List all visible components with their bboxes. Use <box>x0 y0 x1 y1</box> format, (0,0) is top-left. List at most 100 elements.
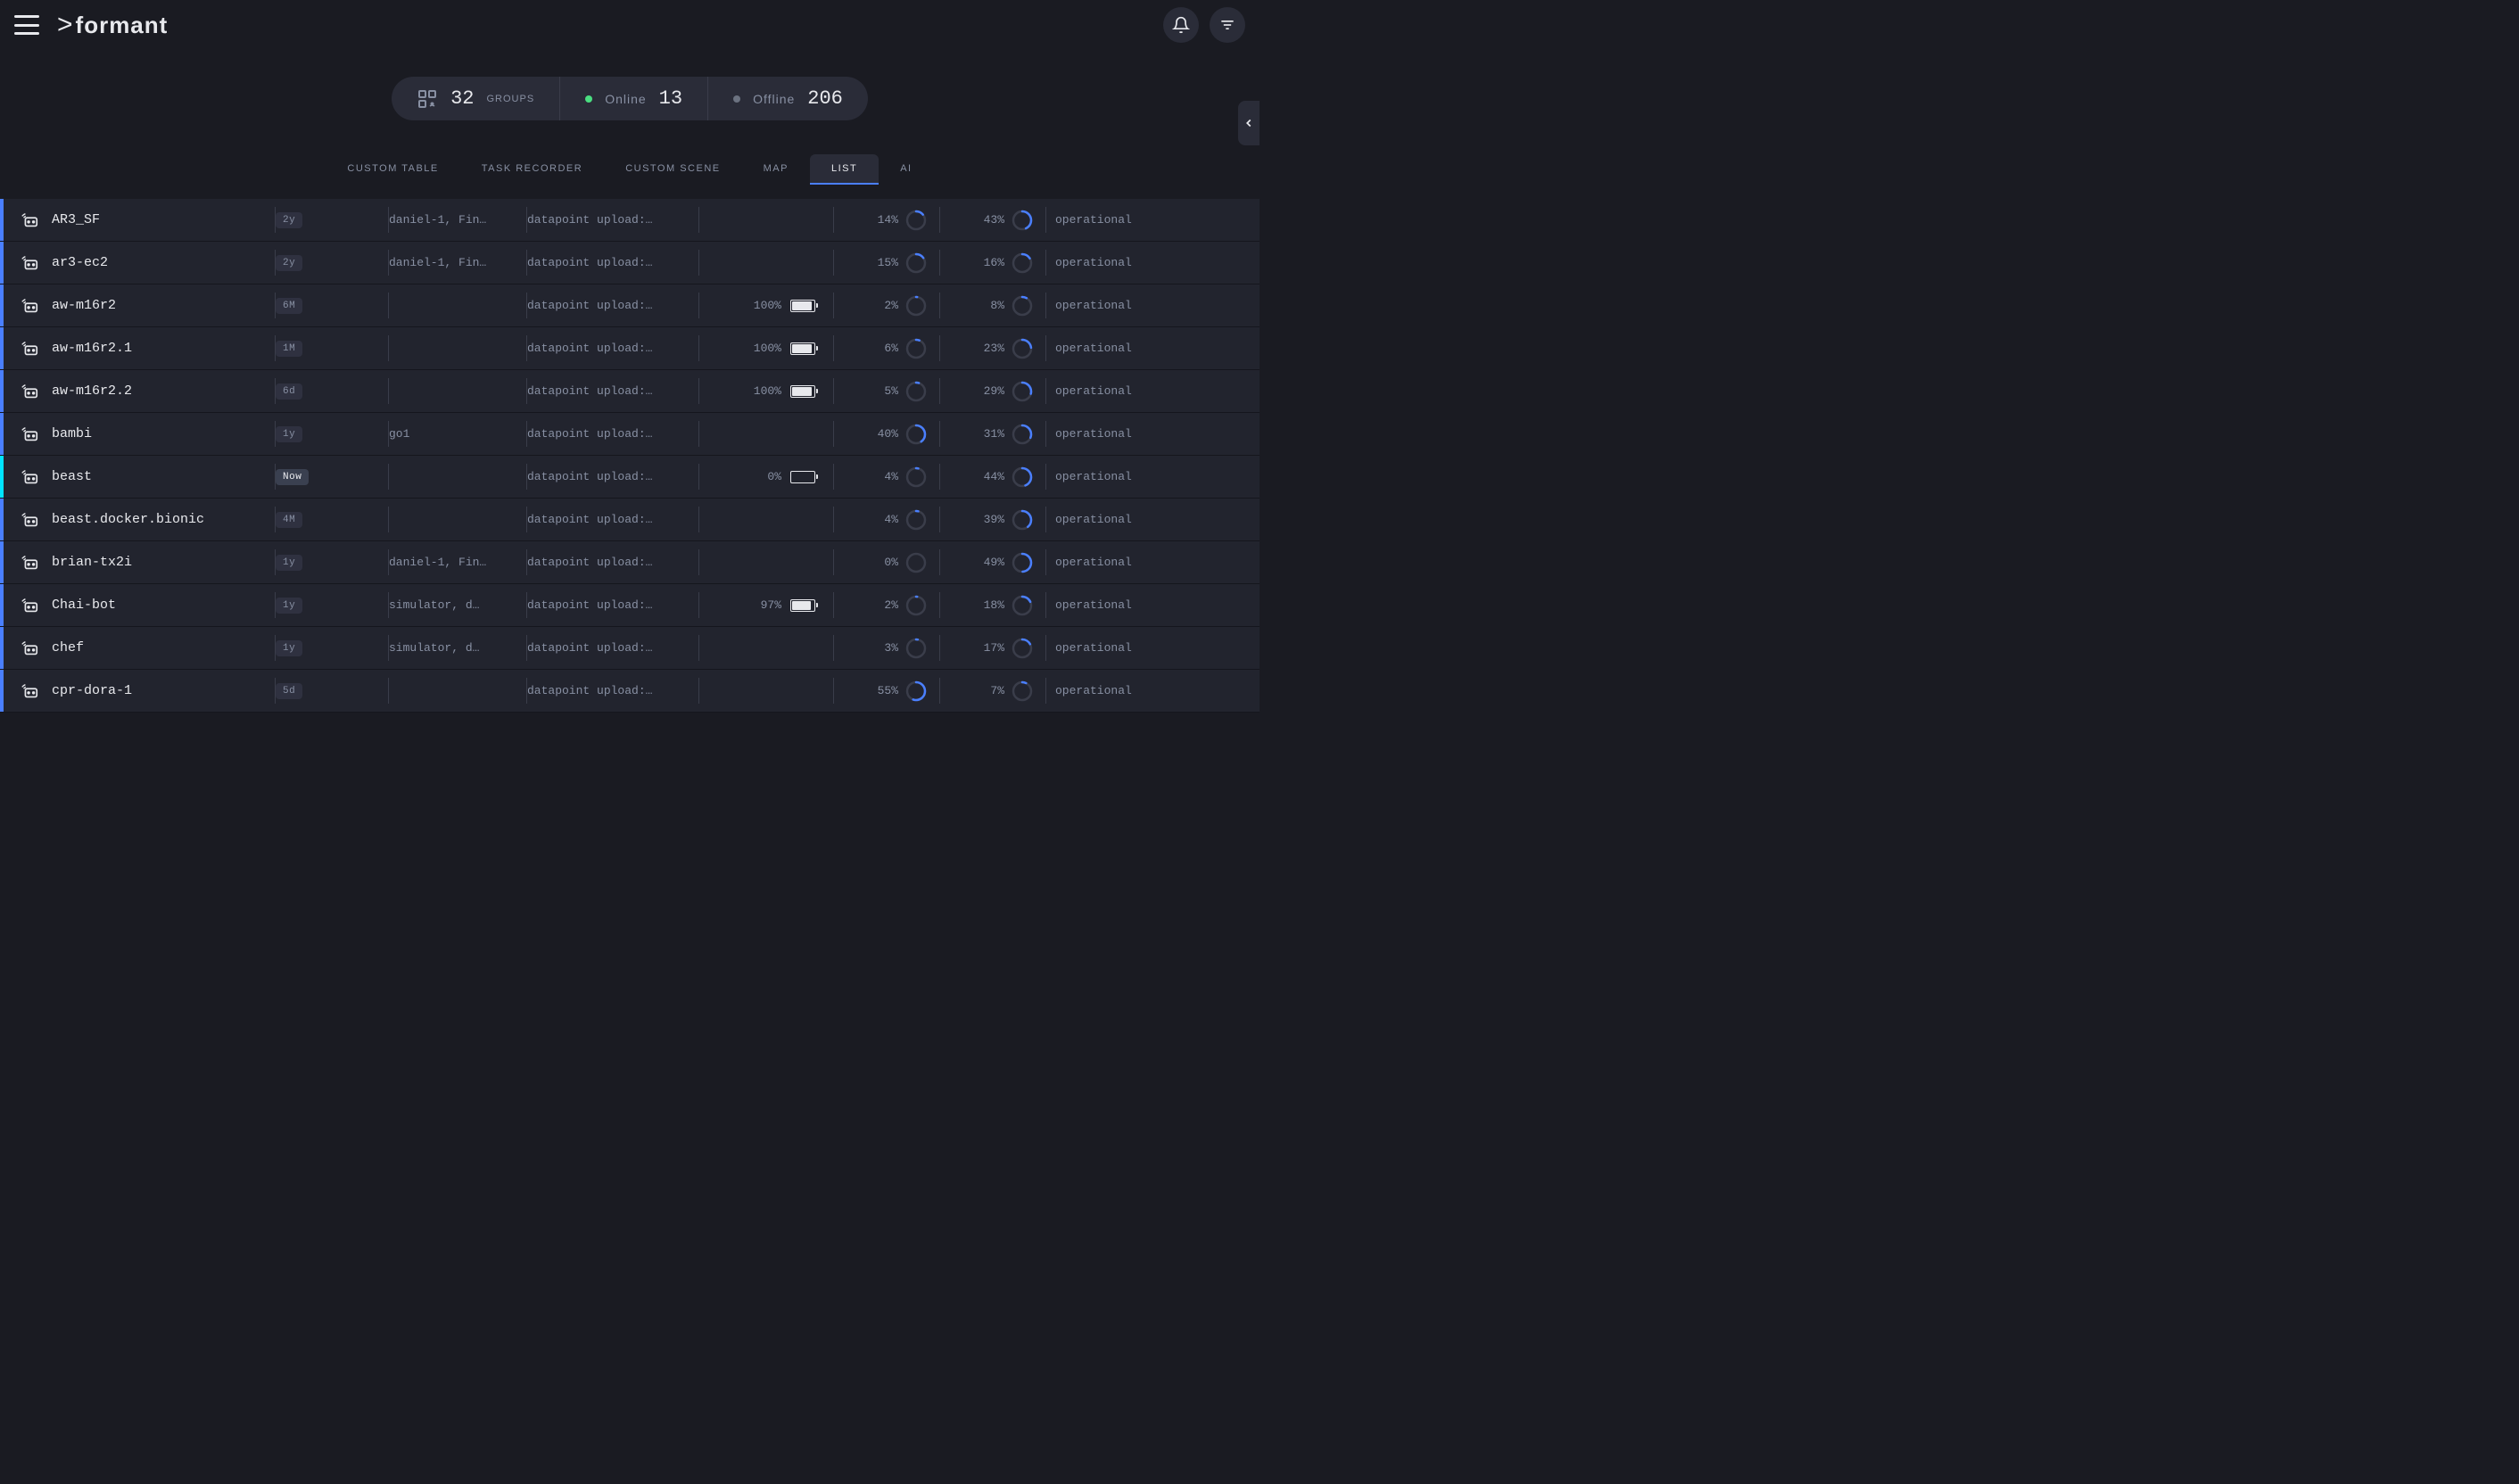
col-age: 1y <box>276 555 388 571</box>
device-icon <box>20 681 39 701</box>
tab-list[interactable]: LIST <box>810 154 879 185</box>
device-name: ar3-ec2 <box>52 255 108 270</box>
header-right <box>1163 7 1245 43</box>
table-row[interactable]: aw-m16r2.1 1M datapoint upload:… 100% 6%… <box>0 327 1260 370</box>
age-badge: 5d <box>276 683 302 699</box>
col-age: 1y <box>276 640 388 656</box>
expand-panel-button[interactable] <box>1238 101 1260 145</box>
col-disk: 31% <box>940 424 1045 445</box>
hamburger-menu-icon[interactable] <box>14 15 39 35</box>
device-icon <box>20 210 39 230</box>
cpu-percent: 55% <box>878 684 898 697</box>
cpu-percent: 2% <box>884 598 898 612</box>
device-icon <box>20 553 39 573</box>
table-row[interactable]: cpr-dora-1 5d datapoint upload:… 55% 7% … <box>0 670 1260 713</box>
device-table[interactable]: AR3_SF 2y daniel-1, Fin… datapoint uploa… <box>0 199 1260 718</box>
cpu-percent: 5% <box>884 384 898 398</box>
progress-ring-icon <box>905 381 927 402</box>
device-name: brian-tx2i <box>52 555 132 570</box>
filter-button[interactable] <box>1210 7 1245 43</box>
filter-icon <box>1218 16 1236 34</box>
disk-percent: 23% <box>984 342 1004 355</box>
col-cpu: 4% <box>834 466 939 488</box>
cpu-percent: 14% <box>878 213 898 227</box>
stat-offline[interactable]: Offline 206 <box>707 77 868 120</box>
table-row[interactable]: ar3-ec2 2y daniel-1, Fin… datapoint uplo… <box>0 242 1260 284</box>
age-badge: 4M <box>276 512 302 528</box>
progress-ring-icon <box>905 509 927 531</box>
progress-ring-icon <box>905 295 927 317</box>
device-name: chef <box>52 640 84 655</box>
stat-online[interactable]: Online 13 <box>559 77 707 120</box>
col-disk: 49% <box>940 552 1045 573</box>
disk-percent: 39% <box>984 513 1004 526</box>
col-name: chef <box>4 639 275 658</box>
table-row[interactable]: AR3_SF 2y daniel-1, Fin… datapoint uploa… <box>0 199 1260 242</box>
age-badge: 1y <box>276 555 302 571</box>
col-disk: 43% <box>940 210 1045 231</box>
table-row[interactable]: chef 1y simulator, d… datapoint upload:…… <box>0 627 1260 670</box>
tab-custom-scene[interactable]: CUSTOM SCENE <box>604 154 741 185</box>
disk-percent: 16% <box>984 256 1004 269</box>
progress-ring-icon <box>905 424 927 445</box>
age-badge: 1y <box>276 598 302 614</box>
brand-logo[interactable]: > formant <box>57 10 168 40</box>
table-row[interactable]: bambi 1y go1 datapoint upload:… 40% 31% … <box>0 413 1260 456</box>
col-name: aw-m16r2 <box>4 296 275 316</box>
battery-percent: 97% <box>761 598 781 612</box>
col-upload: datapoint upload:… <box>527 513 698 526</box>
col-age: 6M <box>276 298 388 314</box>
col-age: 6d <box>276 383 388 400</box>
online-dot-icon <box>585 95 592 103</box>
col-upload: datapoint upload:… <box>527 641 698 655</box>
col-battery: 100% <box>699 342 833 355</box>
progress-ring-icon <box>905 252 927 274</box>
col-disk: 44% <box>940 466 1045 488</box>
battery-icon <box>790 471 815 483</box>
progress-ring-icon <box>1012 466 1033 488</box>
col-tags: go1 <box>389 427 526 441</box>
cpu-percent: 4% <box>884 513 898 526</box>
notifications-button[interactable] <box>1163 7 1199 43</box>
disk-percent: 7% <box>990 684 1004 697</box>
table-row[interactable]: Chai-bot 1y simulator, d… datapoint uplo… <box>0 584 1260 627</box>
col-age: 1M <box>276 341 388 357</box>
tab-task-recorder[interactable]: TASK RECORDER <box>460 154 604 185</box>
disk-percent: 31% <box>984 427 1004 441</box>
device-icon <box>20 596 39 615</box>
col-disk: 39% <box>940 509 1045 531</box>
device-icon <box>20 382 39 401</box>
device-name: beast <box>52 469 92 484</box>
progress-ring-icon <box>1012 252 1033 274</box>
table-row[interactable]: beast Now datapoint upload:… 0% 4% 44% <box>0 456 1260 499</box>
device-name: beast.docker.bionic <box>52 512 204 527</box>
device-name: aw-m16r2 <box>52 298 116 313</box>
table-row[interactable]: aw-m16r2 6M datapoint upload:… 100% 2% 8… <box>0 284 1260 327</box>
progress-ring-icon <box>1012 638 1033 659</box>
col-cpu: 0% <box>834 552 939 573</box>
stat-groups[interactable]: 32 GROUPS <box>392 77 559 120</box>
col-upload: datapoint upload:… <box>527 384 698 398</box>
tab-custom-table[interactable]: CUSTOM TABLE <box>326 154 459 185</box>
battery-icon <box>790 385 815 398</box>
col-cpu: 2% <box>834 295 939 317</box>
col-name: cpr-dora-1 <box>4 681 275 701</box>
device-icon <box>20 339 39 359</box>
table-row[interactable]: beast.docker.bionic 4M datapoint upload:… <box>0 499 1260 541</box>
table-row[interactable]: aw-m16r2.2 6d datapoint upload:… 100% 5%… <box>0 370 1260 413</box>
col-disk: 8% <box>940 295 1045 317</box>
col-name: ar3-ec2 <box>4 253 275 273</box>
brand-name: formant <box>76 12 169 39</box>
online-label: Online <box>605 92 646 106</box>
col-age: 2y <box>276 212 388 228</box>
offline-label: Offline <box>753 92 795 106</box>
tab-ai[interactable]: AI <box>879 154 933 185</box>
device-icon <box>20 425 39 444</box>
col-cpu: 14% <box>834 210 939 231</box>
table-row[interactable]: brian-tx2i 1y daniel-1, Fin… datapoint u… <box>0 541 1260 584</box>
device-name: cpr-dora-1 <box>52 683 132 698</box>
col-cpu: 2% <box>834 595 939 616</box>
tab-map[interactable]: MAP <box>742 154 810 185</box>
progress-ring-icon <box>1012 552 1033 573</box>
col-disk: 23% <box>940 338 1045 359</box>
